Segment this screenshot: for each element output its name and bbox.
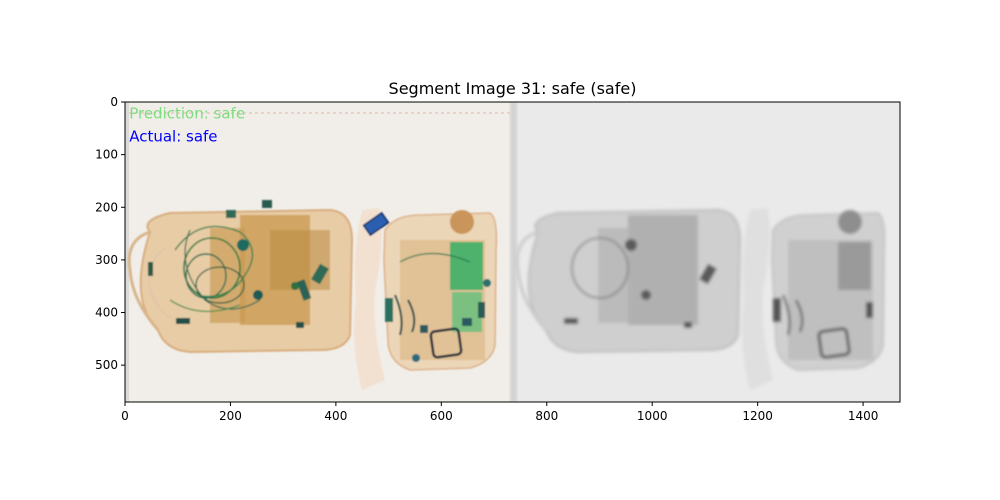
axes-frame: [124, 101, 901, 403]
y-tick-label: 200: [95, 200, 118, 214]
x-axis: 0 200 400 600 800 1000 1200 1400: [121, 402, 878, 423]
y-axis: 0 100 200 300 400 500: [95, 95, 125, 372]
chart-title: Segment Image 31: safe (safe): [389, 79, 637, 98]
x-tick-label: 1400: [848, 409, 879, 423]
prediction-label: Prediction: safe: [129, 105, 245, 123]
xray-color-panel: [125, 102, 513, 402]
actual-label: Actual: safe: [129, 128, 217, 146]
y-tick-label: 100: [95, 148, 118, 162]
xray-grayscale-panel: [510, 102, 900, 402]
x-tick-label: 200: [219, 409, 242, 423]
x-tick-label: 1000: [637, 409, 668, 423]
y-tick-label: 500: [95, 358, 118, 372]
x-tick-label: 400: [324, 409, 347, 423]
x-tick-label: 0: [121, 409, 129, 423]
image-annotations: Prediction: safe Actual: safe: [129, 105, 245, 146]
x-tick-label: 600: [430, 409, 453, 423]
x-tick-label: 1200: [742, 409, 773, 423]
y-tick-label: 0: [110, 95, 118, 109]
x-tick-label: 800: [535, 409, 558, 423]
y-tick-label: 400: [95, 306, 118, 320]
y-tick-label: 300: [95, 253, 118, 267]
plot-area: Prediction: safe Actual: safe: [125, 102, 900, 402]
